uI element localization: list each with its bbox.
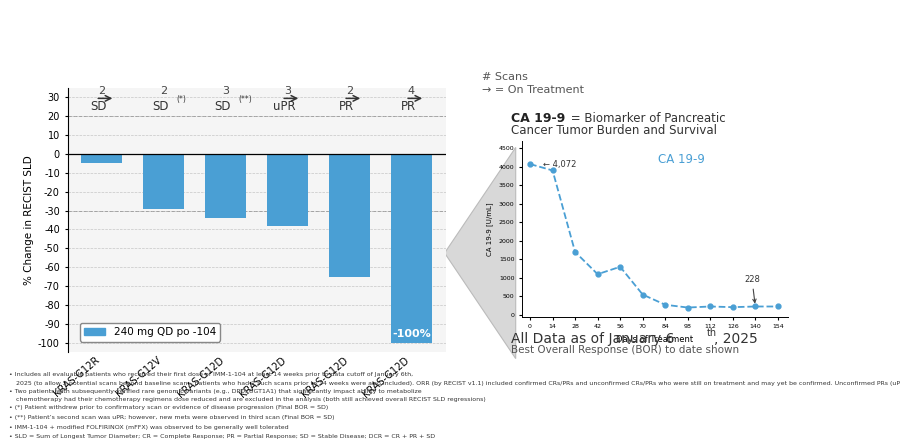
Text: 2: 2 <box>160 86 167 96</box>
Bar <box>392 154 432 343</box>
Y-axis label: % Change in RECIST SLD: % Change in RECIST SLD <box>23 155 34 285</box>
Text: chemotherapy had their chemotherapy regimens dose reduced and are excluded in th: chemotherapy had their chemotherapy regi… <box>16 397 486 402</box>
X-axis label: Days of Treatment: Days of Treatment <box>616 335 693 344</box>
Text: 2025 (to allow 2 potential scans beyond baseline scan – patients who had 2 such : 2025 (to allow 2 potential scans beyond … <box>16 381 900 385</box>
Text: PR: PR <box>338 100 354 114</box>
Bar <box>205 154 246 218</box>
Text: • IMM-1-104 + modified FOLFIRINOX (mFFX) was observed to be generally well toler: • IMM-1-104 + modified FOLFIRINOX (mFFX)… <box>9 425 289 429</box>
Text: = Biomarker of Pancreatic: = Biomarker of Pancreatic <box>567 112 725 125</box>
Text: • SLD = Sum of Longest Tumor Diameter; CR = Complete Response; PR = Partial Resp: • SLD = Sum of Longest Tumor Diameter; C… <box>9 434 435 439</box>
Text: • Two patients with subsequently verified rare genomic variants (e.g., DPD, UGT1: • Two patients with subsequently verifie… <box>9 389 424 393</box>
Text: PR: PR <box>400 100 416 114</box>
Text: 2: 2 <box>346 86 353 96</box>
Bar <box>329 154 370 277</box>
Bar <box>143 154 184 209</box>
Bar <box>267 154 308 226</box>
Legend: 240 mg QD po -104: 240 mg QD po -104 <box>80 323 220 341</box>
Text: , 2025: , 2025 <box>714 332 758 346</box>
Text: • (**) Patient’s second scan was uPR; however, new mets were observed in third s: • (**) Patient’s second scan was uPR; ho… <box>9 415 335 420</box>
Y-axis label: CA 19-9 [U/mL]: CA 19-9 [U/mL] <box>486 202 493 256</box>
Text: (**): (**) <box>238 95 252 104</box>
Text: All Data as of January 6: All Data as of January 6 <box>511 332 675 346</box>
Text: Best Overall Response (BOR) to date shown: Best Overall Response (BOR) to date show… <box>511 345 739 355</box>
Text: th: th <box>706 328 716 338</box>
Text: SD: SD <box>90 100 107 114</box>
Text: (*): (*) <box>176 95 185 104</box>
Text: SD: SD <box>152 100 168 114</box>
Text: # Scans: # Scans <box>482 72 527 82</box>
Text: 3: 3 <box>222 86 229 96</box>
Text: -100%: -100% <box>392 330 431 339</box>
Text: ← 4,072: ← 4,072 <box>543 160 576 169</box>
Text: • Includes all evaluable patients who received their first dose of IMM-1-104 at : • Includes all evaluable patients who re… <box>9 372 415 377</box>
Text: • (*) Patient withdrew prior to confirmatory scan or evidence of disease progres: • (*) Patient withdrew prior to confirma… <box>9 405 328 410</box>
Text: → = On Treatment: → = On Treatment <box>482 85 583 95</box>
Text: 4: 4 <box>408 86 415 96</box>
Text: 228: 228 <box>744 275 760 303</box>
Text: Cancer Tumor Burden and Survival: Cancer Tumor Burden and Survival <box>511 124 717 137</box>
Bar <box>81 154 122 163</box>
Text: uPR: uPR <box>273 100 296 114</box>
Text: CA 19-9: CA 19-9 <box>658 153 705 166</box>
Text: 3: 3 <box>284 86 291 96</box>
Text: CA 19-9: CA 19-9 <box>511 112 565 125</box>
Text: SD: SD <box>214 100 230 114</box>
Text: 2: 2 <box>98 86 105 96</box>
